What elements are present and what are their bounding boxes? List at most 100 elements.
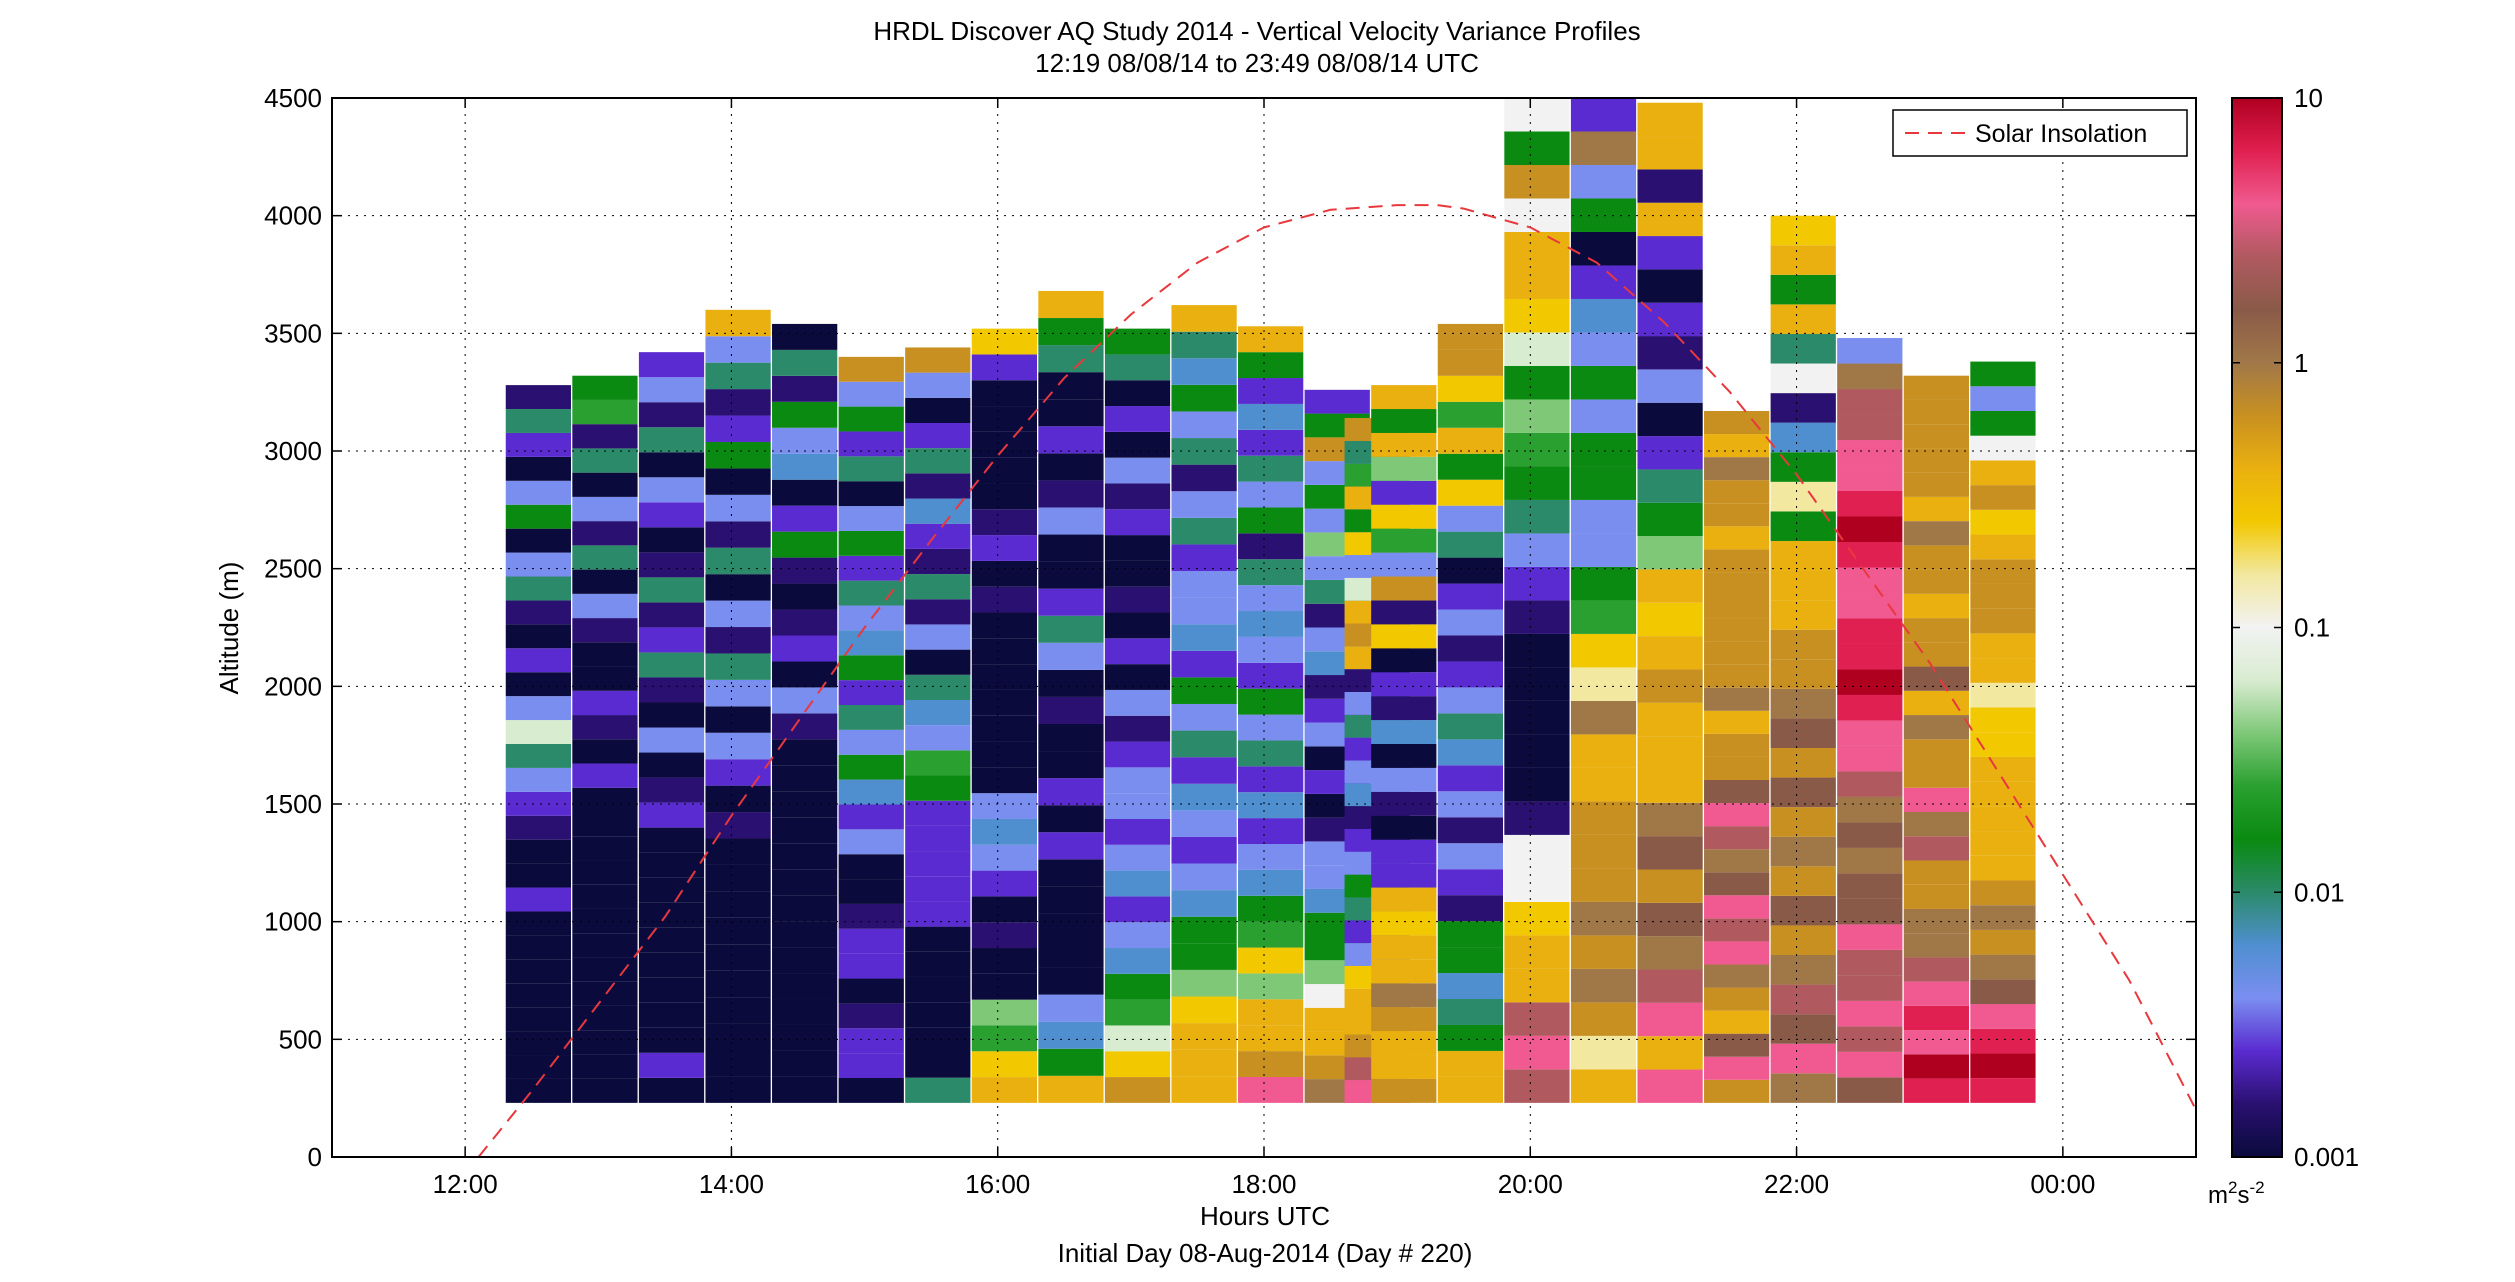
- heatmap-cell: [638, 1027, 705, 1053]
- heatmap-cell: [1903, 472, 1969, 497]
- heatmap-cell: [1837, 822, 1903, 848]
- heatmap-cell: [971, 870, 1037, 897]
- heatmap-cell: [1437, 375, 1503, 402]
- heatmap-cell: [1637, 1002, 1703, 1037]
- x-tick-label: 14:00: [699, 1169, 764, 1199]
- heatmap-cell: [905, 851, 971, 877]
- heatmap-cell: [1104, 1025, 1171, 1052]
- heatmap-cell: [705, 891, 771, 918]
- heatmap-cell: [1437, 661, 1503, 688]
- heatmap-cell: [705, 679, 771, 707]
- heatmap-cell: [1970, 954, 2036, 980]
- heatmap-cell: [838, 1078, 904, 1103]
- heatmap-cell: [838, 580, 904, 606]
- heatmap-cell: [971, 948, 1037, 974]
- heatmap-cell: [1504, 868, 1570, 902]
- heatmap-cell: [1171, 969, 1237, 997]
- heatmap-cell: [1038, 399, 1104, 427]
- heatmap-cell: [1637, 536, 1703, 570]
- heatmap-cell: [705, 706, 771, 733]
- heatmap-cell: [705, 309, 771, 337]
- heatmap-cell: [505, 767, 571, 792]
- heatmap-cell: [1238, 947, 1304, 974]
- heatmap-cell: [1903, 424, 1969, 449]
- heatmap-cell: [1570, 499, 1637, 534]
- heatmap-cell: [1038, 940, 1104, 968]
- heatmap-cell: [1171, 783, 1237, 811]
- heatmap-cell: [705, 838, 771, 865]
- heatmap-cell: [1504, 365, 1570, 400]
- heatmap-cell: [772, 479, 838, 506]
- heatmap-cell: [572, 399, 638, 425]
- heatmap-cell: [638, 727, 705, 753]
- heatmap-cell: [505, 1031, 571, 1056]
- heatmap-cell: [1171, 624, 1237, 651]
- heatmap-cell: [1104, 431, 1171, 458]
- heatmap-cell: [1171, 1049, 1237, 1077]
- heatmap-cell: [1970, 559, 2036, 584]
- heatmap-cell: [905, 750, 971, 776]
- heatmap-cell: [1504, 432, 1570, 467]
- heatmap-cell: [1903, 957, 1969, 982]
- heatmap-cell: [1970, 1028, 2036, 1054]
- heatmap-cell: [905, 347, 971, 373]
- heatmap-cell: [1171, 703, 1237, 731]
- heatmap-cell: [905, 699, 971, 726]
- heatmap-cell: [505, 935, 571, 960]
- heatmap-cell: [1437, 323, 1503, 350]
- colorbar-units-sup2: -2: [2249, 1178, 2264, 1197]
- heatmap-cell: [905, 876, 971, 902]
- heatmap-cell: [971, 1051, 1037, 1078]
- heatmap-cell: [971, 922, 1037, 949]
- y-axis-label: Altitude (m): [214, 562, 244, 695]
- heatmap-cell: [572, 1054, 638, 1079]
- heatmap-cell: [638, 752, 705, 778]
- heatmap-cell: [772, 817, 838, 844]
- x-tick-label: 00:00: [2030, 1169, 2095, 1199]
- heatmap-cell: [1970, 534, 2036, 560]
- heatmap-cell: [772, 1076, 838, 1103]
- heatmap-cell: [1504, 164, 1570, 199]
- heatmap-cell: [1238, 636, 1304, 663]
- x-axis-label: Hours UTC: [1200, 1201, 1330, 1231]
- heatmap-cell: [1570, 633, 1637, 668]
- heatmap-cell: [1570, 332, 1637, 366]
- heatmap-cell: [1570, 131, 1637, 165]
- heatmap-cell: [505, 648, 571, 673]
- heatmap-cell: [1837, 516, 1903, 542]
- heatmap-cell: [971, 689, 1037, 716]
- heatmap-cell: [1104, 509, 1171, 536]
- heatmap-cell: [772, 973, 838, 1000]
- heatmap-cell: [1637, 869, 1703, 903]
- heatmap-cell: [1171, 1023, 1237, 1050]
- heatmap-cell: [1371, 935, 1437, 960]
- heatmap-cell: [1637, 436, 1703, 470]
- heatmap-cell: [638, 527, 705, 553]
- heatmap-cell: [1171, 916, 1237, 944]
- heatmap-cell: [1238, 611, 1304, 637]
- heatmap-cell: [838, 953, 904, 979]
- heatmap-cell: [638, 777, 705, 803]
- heatmap-cell: [1238, 973, 1304, 1000]
- heatmap-cell: [971, 741, 1037, 768]
- heatmap-cell: [772, 1024, 838, 1051]
- heatmap-cell: [1038, 967, 1104, 995]
- heatmap-cell: [971, 664, 1037, 690]
- heatmap-cell: [1704, 1056, 1770, 1080]
- heatmap-cell: [1238, 688, 1304, 715]
- heatmap-cell: [505, 504, 571, 529]
- heatmap-cell: [1038, 832, 1104, 860]
- heatmap-cell: [1637, 702, 1703, 737]
- heatmap-cell: [1837, 924, 1903, 950]
- heatmap-cell: [505, 743, 571, 768]
- heatmap-cell: [1903, 375, 1969, 400]
- heatmap-cell: [1238, 844, 1304, 870]
- heatmap-cell: [1770, 274, 1836, 305]
- heatmap-cell: [1903, 496, 1969, 522]
- heatmap-cell: [505, 528, 571, 553]
- heatmap-cell: [1437, 349, 1503, 376]
- heatmap-cell: [505, 911, 571, 936]
- heatmap-cell: [1437, 557, 1503, 584]
- heatmap-cell: [1371, 1007, 1437, 1032]
